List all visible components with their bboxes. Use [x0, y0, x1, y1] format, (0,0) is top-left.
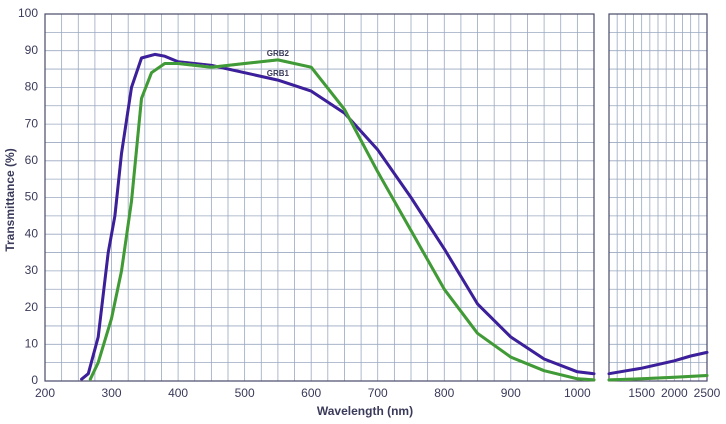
x-tick-label: 700 [368, 386, 388, 400]
series-line [88, 58, 596, 382]
y-tick-label: 50 [25, 190, 39, 204]
x-tick-label: 200 [35, 386, 55, 400]
y-tick-label: 90 [25, 43, 39, 57]
y-tick-label: 40 [25, 226, 39, 240]
x-tick-label: 300 [102, 386, 122, 400]
y-tick-label: 30 [25, 263, 39, 277]
y-tick-label: 0 [31, 373, 38, 387]
x-tick-label: 600 [301, 386, 321, 400]
series-line [80, 52, 596, 381]
y-tick-label: 20 [25, 300, 39, 314]
y-tick-label: 60 [25, 153, 39, 167]
y-tick-label: 10 [25, 336, 39, 350]
x-tick-label: 2000 [661, 386, 688, 400]
series-label: GRB2 [267, 49, 290, 58]
x-tick-label: 1500 [628, 386, 655, 400]
x-tick-label: 500 [235, 386, 255, 400]
y-axis-title: Transmittance (%) [3, 148, 17, 251]
x-tick-label: 400 [168, 386, 188, 400]
series-label: GRB1 [267, 69, 290, 78]
y-tick-label: 100 [18, 6, 38, 20]
x-tick-label: 900 [501, 386, 521, 400]
plot-frame [44, 13, 595, 382]
series-line [607, 374, 709, 382]
y-tick-label: 70 [25, 116, 39, 130]
series-line [607, 350, 709, 376]
plot-frame [608, 13, 708, 382]
x-axis-title: Wavelength (nm) [317, 404, 413, 418]
x-tick-label: 2500 [694, 386, 721, 400]
y-tick-label: 80 [25, 80, 39, 94]
x-tick-label: 1000 [564, 386, 591, 400]
x-tick-label: 800 [434, 386, 454, 400]
